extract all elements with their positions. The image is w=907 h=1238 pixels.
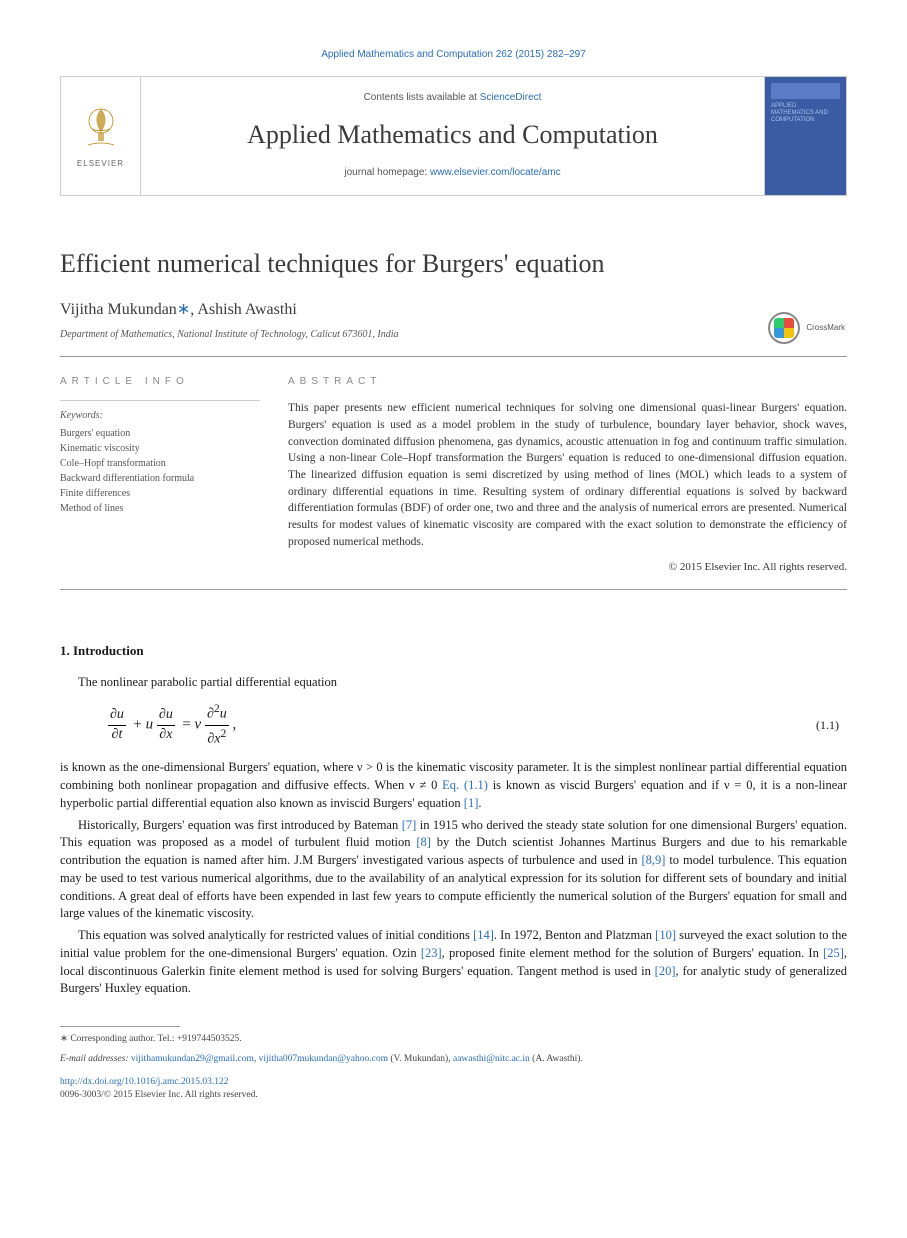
citation-link[interactable]: [10] xyxy=(655,928,676,942)
citation-link[interactable]: [8,9] xyxy=(641,853,665,867)
citation-link[interactable]: [20] xyxy=(655,964,676,978)
corr-marker: ∗ xyxy=(60,1034,68,1044)
citation-link[interactable]: [14] xyxy=(473,928,494,942)
sciencedirect-link[interactable]: ScienceDirect xyxy=(480,92,542,103)
equation-number: (1.1) xyxy=(816,717,839,733)
article-info-column: ARTICLE INFO Keywords: Burgers' equation… xyxy=(60,375,260,575)
publisher-logo-cell: ELSEVIER xyxy=(61,77,141,195)
author-1: Vijitha Mukundan xyxy=(60,301,177,318)
corresponding-author-footnote: ∗ Corresponding author. Tel.: +919744503… xyxy=(60,1033,847,1046)
intro-line: The nonlinear parabolic partial differen… xyxy=(60,674,847,692)
keyword-item: Kinematic viscosity xyxy=(60,441,260,456)
citation-link[interactable]: [23] xyxy=(421,946,442,960)
divider xyxy=(60,589,847,590)
citation-link[interactable]: [1] xyxy=(464,796,479,810)
body-text: . xyxy=(478,796,481,810)
banner-center: Contents lists available at ScienceDirec… xyxy=(141,77,764,195)
abstract-text: This paper presents new efficient numeri… xyxy=(288,400,847,550)
keywords-list: Burgers' equation Kinematic viscosity Co… xyxy=(60,426,260,516)
journal-banner: ELSEVIER Contents lists available at Sci… xyxy=(60,76,847,196)
cover-text: APPLIED MATHEMATICS AND COMPUTATION xyxy=(771,103,840,125)
crossmark-label: CrossMark xyxy=(806,323,845,334)
contents-prefix: Contents lists available at xyxy=(364,92,480,103)
text: (A. Awasthi). xyxy=(530,1054,583,1064)
keyword-item: Finite differences xyxy=(60,486,260,501)
article-info-label: ARTICLE INFO xyxy=(60,375,260,389)
section-title: Introduction xyxy=(73,643,144,658)
email-link[interactable]: vijithamukundan29@gmail.com xyxy=(131,1054,254,1064)
author-2: Ashish Awasthi xyxy=(197,301,296,318)
citation-link[interactable]: [8] xyxy=(416,835,431,849)
affiliation: Department of Mathematics, National Inst… xyxy=(60,328,847,342)
corresponding-marker: ∗ xyxy=(177,301,190,318)
section-introduction: 1. Introduction The nonlinear parabolic … xyxy=(60,642,847,998)
eq-ref-link[interactable]: Eq. (1.1) xyxy=(442,778,488,792)
keyword-item: Method of lines xyxy=(60,501,260,516)
doi-link[interactable]: http://dx.doi.org/10.1016/j.amc.2015.03.… xyxy=(60,1077,228,1087)
homepage-prefix: journal homepage: xyxy=(344,167,430,178)
text: (V. Mukundan), xyxy=(388,1054,453,1064)
author-list: Vijitha Mukundan∗, Ashish Awasthi xyxy=(60,299,847,321)
doi-block: http://dx.doi.org/10.1016/j.amc.2015.03.… xyxy=(60,1076,847,1102)
email-label: E-mail addresses: xyxy=(60,1054,131,1064)
info-divider xyxy=(60,400,260,401)
abstract-label: ABSTRACT xyxy=(288,375,847,389)
body-paragraph: Historically, Burgers' equation was firs… xyxy=(60,817,847,924)
email-footnote: E-mail addresses: vijithamukundan29@gmai… xyxy=(60,1053,847,1066)
equation-1-1: ∂u∂t + u ∂u∂x = ν ∂2u∂x2 , (1.1) xyxy=(108,701,847,749)
body-text: . In 1972, Benton and Platzman xyxy=(494,928,655,942)
article-title: Efficient numerical techniques for Burge… xyxy=(60,246,847,281)
equation-content: ∂u∂t + u ∂u∂x = ν ∂2u∂x2 , xyxy=(108,701,816,749)
crossmark-badge[interactable]: CrossMark xyxy=(768,312,845,344)
publisher-name: ELSEVIER xyxy=(77,159,124,170)
abstract-column: ABSTRACT This paper presents new efficie… xyxy=(288,375,847,575)
citation-link[interactable]: [7] xyxy=(402,818,417,832)
journal-homepage: journal homepage: www.elsevier.com/locat… xyxy=(344,166,560,180)
crossmark-icon xyxy=(768,312,800,344)
email-link[interactable]: vijitha007mukundan@yahoo.com xyxy=(259,1054,388,1064)
email-link[interactable]: aawasthi@nitc.ac.in xyxy=(453,1054,530,1064)
keywords-label: Keywords: xyxy=(60,409,260,423)
journal-citation: Applied Mathematics and Computation 262 … xyxy=(60,48,847,62)
contents-available: Contents lists available at ScienceDirec… xyxy=(364,91,542,105)
abstract-copyright: © 2015 Elsevier Inc. All rights reserved… xyxy=(288,560,847,575)
footnote-separator xyxy=(60,1026,180,1027)
section-heading: 1. Introduction xyxy=(60,642,847,660)
body-paragraph: This equation was solved analytically fo… xyxy=(60,927,847,998)
body-text: , proposed finite element method for the… xyxy=(442,946,823,960)
journal-cover-thumb: APPLIED MATHEMATICS AND COMPUTATION xyxy=(764,77,846,195)
elsevier-tree-icon xyxy=(74,101,128,155)
homepage-link[interactable]: www.elsevier.com/locate/amc xyxy=(430,167,561,178)
journal-name: Applied Mathematics and Computation xyxy=(247,117,658,152)
keyword-item: Cole–Hopf transformation xyxy=(60,456,260,471)
citation-link[interactable]: [25] xyxy=(823,946,844,960)
section-number: 1. xyxy=(60,643,70,658)
keyword-item: Backward differentiation formula xyxy=(60,471,260,486)
body-text: This equation was solved analytically fo… xyxy=(78,928,473,942)
corr-text: Corresponding author. Tel.: +91974450352… xyxy=(70,1034,241,1044)
divider xyxy=(60,356,847,357)
issn-copyright: 0096-3003/© 2015 Elsevier Inc. All right… xyxy=(60,1089,847,1102)
body-text: Historically, Burgers' equation was firs… xyxy=(78,818,402,832)
body-paragraph: is known as the one-dimensional Burgers'… xyxy=(60,759,847,812)
keyword-item: Burgers' equation xyxy=(60,426,260,441)
